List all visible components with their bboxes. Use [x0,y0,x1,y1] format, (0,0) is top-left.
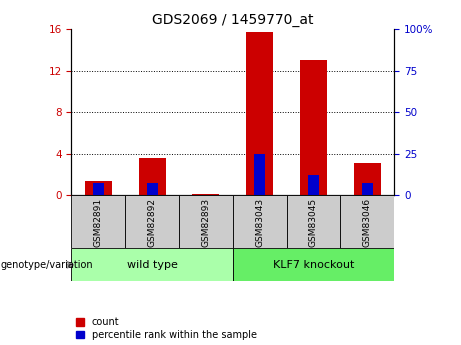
Text: GSM82891: GSM82891 [94,198,103,247]
Bar [85,181,112,195]
Bar [125,195,179,248]
Bar [233,195,287,248]
Text: GSM83045: GSM83045 [309,198,318,247]
Text: GSM82893: GSM82893 [201,198,210,247]
Bar [300,60,327,195]
Bar [287,195,340,248]
Bar [179,195,233,248]
Bar [246,32,273,195]
Bar [71,195,125,248]
Bar [93,183,104,195]
Bar [362,183,372,195]
Text: wild type: wild type [127,260,177,270]
Bar [71,248,233,281]
Text: GSM83043: GSM83043 [255,198,264,247]
Bar [147,183,158,195]
Bar [139,158,165,195]
Text: genotype/variation: genotype/variation [1,260,94,270]
Legend: count, percentile rank within the sample: count, percentile rank within the sample [77,317,257,340]
Text: GSM82892: GSM82892 [148,198,157,247]
Text: KLF7 knockout: KLF7 knockout [273,260,354,270]
Bar [233,248,394,281]
Bar [254,154,265,195]
Text: GSM83046: GSM83046 [363,198,372,247]
Title: GDS2069 / 1459770_at: GDS2069 / 1459770_at [152,13,313,27]
Bar [308,175,319,195]
Bar [354,163,381,195]
Bar [340,195,394,248]
